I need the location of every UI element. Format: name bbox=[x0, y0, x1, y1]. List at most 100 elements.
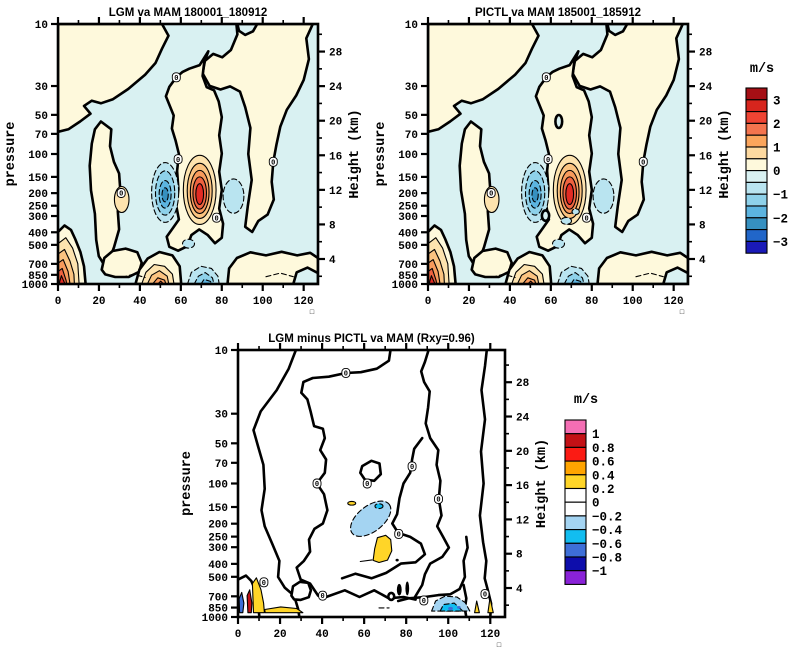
pressure-tick-label: 200 bbox=[398, 189, 418, 201]
colorbar-cell bbox=[564, 474, 587, 490]
pressure-tick-label: 70 bbox=[215, 459, 228, 471]
pressure-tick-label: 100 bbox=[28, 150, 48, 162]
colorbar-cell bbox=[564, 529, 587, 544]
zero-contour-label-text: 0 bbox=[365, 481, 369, 489]
panel-lgm: 0 0 0 0 0 0 20 40 60 80 100 120□ 10 30 50 70 100 150 20025… bbox=[4, 7, 363, 317]
colorbar-label: 0.8 bbox=[592, 442, 615, 456]
zero-contour-label bbox=[341, 368, 351, 378]
pressure-tick-label: 10 bbox=[405, 20, 418, 32]
zero-contour-label bbox=[312, 478, 322, 489]
pressure-tick-label: 300 bbox=[398, 212, 418, 224]
colorbar-label: 2 bbox=[773, 118, 781, 132]
contour-blob bbox=[592, 178, 615, 214]
height-tick-label: 28 bbox=[516, 378, 530, 390]
contour-shape bbox=[359, 559, 373, 563]
zero-contour-label-text: 0 bbox=[489, 191, 493, 199]
colorbar-cell bbox=[745, 240, 768, 254]
colorbar-cell bbox=[564, 419, 587, 435]
contour-shape bbox=[359, 459, 383, 483]
zero-contour-label-text: 0 bbox=[641, 159, 645, 167]
contour-shape bbox=[252, 350, 301, 617]
colorbar-cell bbox=[745, 229, 768, 242]
contour-blob bbox=[195, 183, 205, 205]
zero-contour-label bbox=[259, 577, 269, 588]
contour-shape bbox=[246, 589, 253, 614]
colorbar-label: 0.2 bbox=[592, 483, 615, 497]
pressure-tick-label: 50 bbox=[215, 439, 228, 451]
colorbar-cell bbox=[745, 134, 768, 148]
contour-blob bbox=[395, 558, 399, 562]
colorbar-label: 1 bbox=[592, 428, 600, 442]
contour-blob bbox=[551, 238, 566, 249]
pressure-tick-label: 400 bbox=[208, 560, 228, 572]
contour-shape bbox=[372, 534, 393, 564]
zero-contour-label bbox=[171, 72, 181, 83]
contour-shape bbox=[292, 266, 318, 284]
colorbar-cell bbox=[564, 433, 587, 448]
pressure-tick-label: 700 bbox=[398, 260, 418, 272]
x-tick-label: 80 bbox=[585, 296, 598, 308]
contour-blob bbox=[554, 113, 564, 130]
zero-contour-label-text: 0 bbox=[176, 157, 180, 165]
colorbar-cell bbox=[564, 570, 587, 585]
pressure-tick-label: 300 bbox=[208, 543, 228, 555]
zero-contour-label bbox=[582, 212, 592, 223]
x-tick-label: 120 bbox=[664, 296, 684, 308]
contour-blob bbox=[571, 208, 580, 216]
pressure-tick-label: 10 bbox=[215, 346, 228, 358]
contour-blob bbox=[565, 183, 575, 205]
height-tick-label: 28 bbox=[699, 48, 713, 60]
zero-contour-label-text: 0 bbox=[119, 191, 123, 199]
x-axis-unit-glyph: □ bbox=[497, 642, 502, 649]
pressure-tick-label: 850 bbox=[28, 271, 48, 283]
contour-blob bbox=[405, 581, 410, 596]
pressure-tick-label: 30 bbox=[35, 82, 48, 94]
colorbar-units: m/s bbox=[574, 393, 598, 408]
contour-shape bbox=[265, 272, 294, 278]
colorbar-cell bbox=[745, 146, 768, 160]
height-tick-label: 4 bbox=[329, 255, 336, 267]
contour-blob bbox=[374, 503, 384, 510]
height-tick-label: 12 bbox=[516, 515, 529, 527]
pressure-tick-label: 100 bbox=[208, 480, 228, 492]
cb-top: m/s 3 2 1 0 −1 −2 −3 bbox=[745, 62, 788, 254]
x-tick-label: 60 bbox=[358, 629, 371, 641]
zero-contour-label-text: 0 bbox=[483, 592, 487, 600]
x-axis: 0 20 40 60 80 100 120□ bbox=[55, 17, 315, 317]
zero-contour-label bbox=[173, 154, 183, 165]
contour-shape bbox=[396, 535, 469, 603]
colorbar-label: −3 bbox=[773, 236, 788, 250]
x-tick-label: 100 bbox=[623, 296, 643, 308]
pressure-tick-label: 1000 bbox=[392, 280, 418, 292]
contour-blob bbox=[181, 238, 196, 249]
zero-contour-label-text: 0 bbox=[174, 75, 178, 83]
height-axis-title: Height (km) bbox=[718, 109, 733, 198]
pressure-tick-label: 500 bbox=[398, 241, 418, 253]
zero-contour-label bbox=[486, 188, 496, 198]
contour-shape bbox=[635, 272, 664, 278]
panel-title: LGM minus PICTL va MAM (Rxy=0.96) bbox=[268, 333, 475, 345]
pressure-axis-title: pressure bbox=[180, 451, 195, 516]
x-tick-label: 120 bbox=[294, 296, 314, 308]
pressure-tick-label: 850 bbox=[208, 604, 228, 616]
pressure-tick-label: 400 bbox=[28, 228, 48, 240]
zero-contour-label-text: 0 bbox=[271, 159, 275, 167]
zero-contour-label-text: 0 bbox=[436, 497, 440, 505]
zero-contour-label bbox=[407, 461, 417, 472]
zero-contour-label bbox=[543, 154, 553, 165]
contour-shape bbox=[58, 24, 170, 134]
contour-shape bbox=[474, 600, 480, 614]
contour-blob bbox=[161, 187, 169, 203]
x-axis: 0 20 40 60 80 100 120□ bbox=[235, 343, 502, 650]
colorbar-cell bbox=[564, 487, 587, 503]
colorbar-cell bbox=[564, 501, 587, 517]
zero-contour-label-text: 0 bbox=[544, 75, 548, 83]
height-tick-label: 12 bbox=[699, 186, 712, 198]
contour-shape bbox=[412, 350, 451, 600]
zero-contour-label bbox=[541, 72, 551, 83]
zero-contour-label-text: 0 bbox=[262, 580, 266, 588]
contour-blob bbox=[540, 209, 551, 223]
contour-blob bbox=[531, 187, 539, 203]
height-tick-label: 4 bbox=[516, 584, 523, 596]
zero-contour-label bbox=[480, 589, 490, 599]
